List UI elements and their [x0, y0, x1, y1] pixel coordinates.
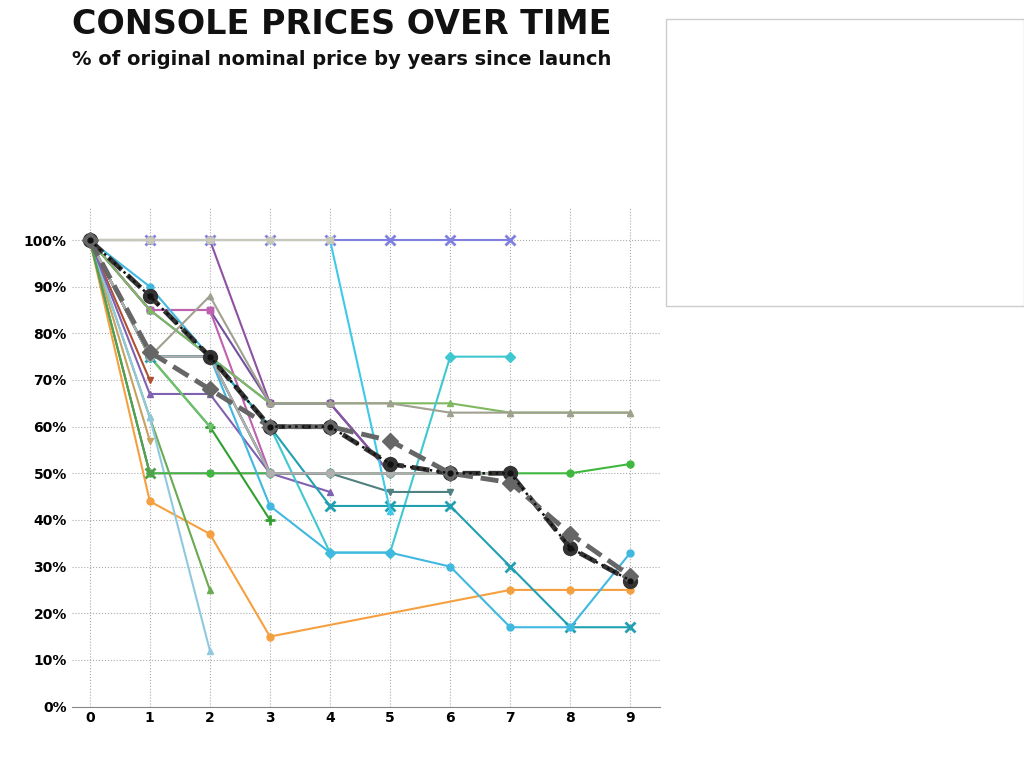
- Text: XBOX ONE: XBOX ONE: [698, 256, 755, 266]
- Text: CONSOLE PRICES OVER TIME: CONSOLE PRICES OVER TIME: [72, 8, 611, 41]
- Text: SEGA CD: SEGA CD: [814, 165, 862, 175]
- Text: ATARI 5200: ATARI 5200: [814, 29, 877, 39]
- Text: AVERAGE: AVERAGE: [698, 279, 749, 289]
- Text: INTELLIVISION: INTELLIVISION: [698, 52, 777, 62]
- Text: SEGA MASTER SYSTEM: SEGA MASTER SYSTEM: [931, 143, 1024, 153]
- Text: PLAYSTATION: PLAYSTATION: [931, 188, 1004, 198]
- Text: SWITCH: SWITCH: [814, 143, 858, 153]
- Text: NINTENDO WII: NINTENDO WII: [931, 120, 1009, 130]
- Text: MEDIAN: MEDIAN: [931, 256, 974, 266]
- Text: XBOX 360: XBOX 360: [931, 233, 984, 243]
- Text: ATARI JAGUAR: ATARI JAGUAR: [814, 74, 891, 84]
- Text: XBOX SERIES X: XBOX SERIES X: [814, 256, 897, 266]
- Text: SEGA GENESIS: SEGA GENESIS: [698, 165, 778, 175]
- Text: NINTENDO 64: NINTENDO 64: [698, 120, 773, 130]
- Text: PLAYSTATION 3: PLAYSTATION 3: [814, 210, 898, 220]
- Text: COLECOVISION: COLECOVISION: [814, 52, 896, 62]
- Text: ATARI 7800: ATARI 7800: [931, 29, 992, 39]
- Text: NEO GEO: NEO GEO: [698, 74, 748, 84]
- Text: TURBOGRAFX-16: TURBOGRAFX-16: [931, 74, 1022, 84]
- Text: SEGA 32X: SEGA 32X: [931, 165, 984, 175]
- Text: SEGA DREAMCAST: SEGA DREAMCAST: [814, 188, 914, 198]
- Text: ATARI 2600: ATARI 2600: [698, 29, 760, 39]
- Text: NINTENDO WII U: NINTENDO WII U: [698, 143, 788, 153]
- Text: NES: NES: [814, 98, 837, 108]
- Text: CDI: CDI: [931, 52, 949, 62]
- Text: PS5: PS5: [698, 233, 720, 243]
- Text: SEGA SATURN: SEGA SATURN: [698, 188, 775, 198]
- Text: NINTENDO GAMECUBE: NINTENDO GAMECUBE: [814, 120, 936, 130]
- Text: SUPER NES: SUPER NES: [931, 98, 992, 108]
- Text: XBOX: XBOX: [814, 233, 845, 243]
- Text: PLAYSTATION 2: PLAYSTATION 2: [698, 210, 782, 220]
- Text: % of original nominal price by years since launch: % of original nominal price by years sin…: [72, 50, 611, 69]
- Text: 3DO: 3DO: [698, 98, 721, 108]
- Text: PLAYSTATION 4: PLAYSTATION 4: [931, 210, 1014, 220]
